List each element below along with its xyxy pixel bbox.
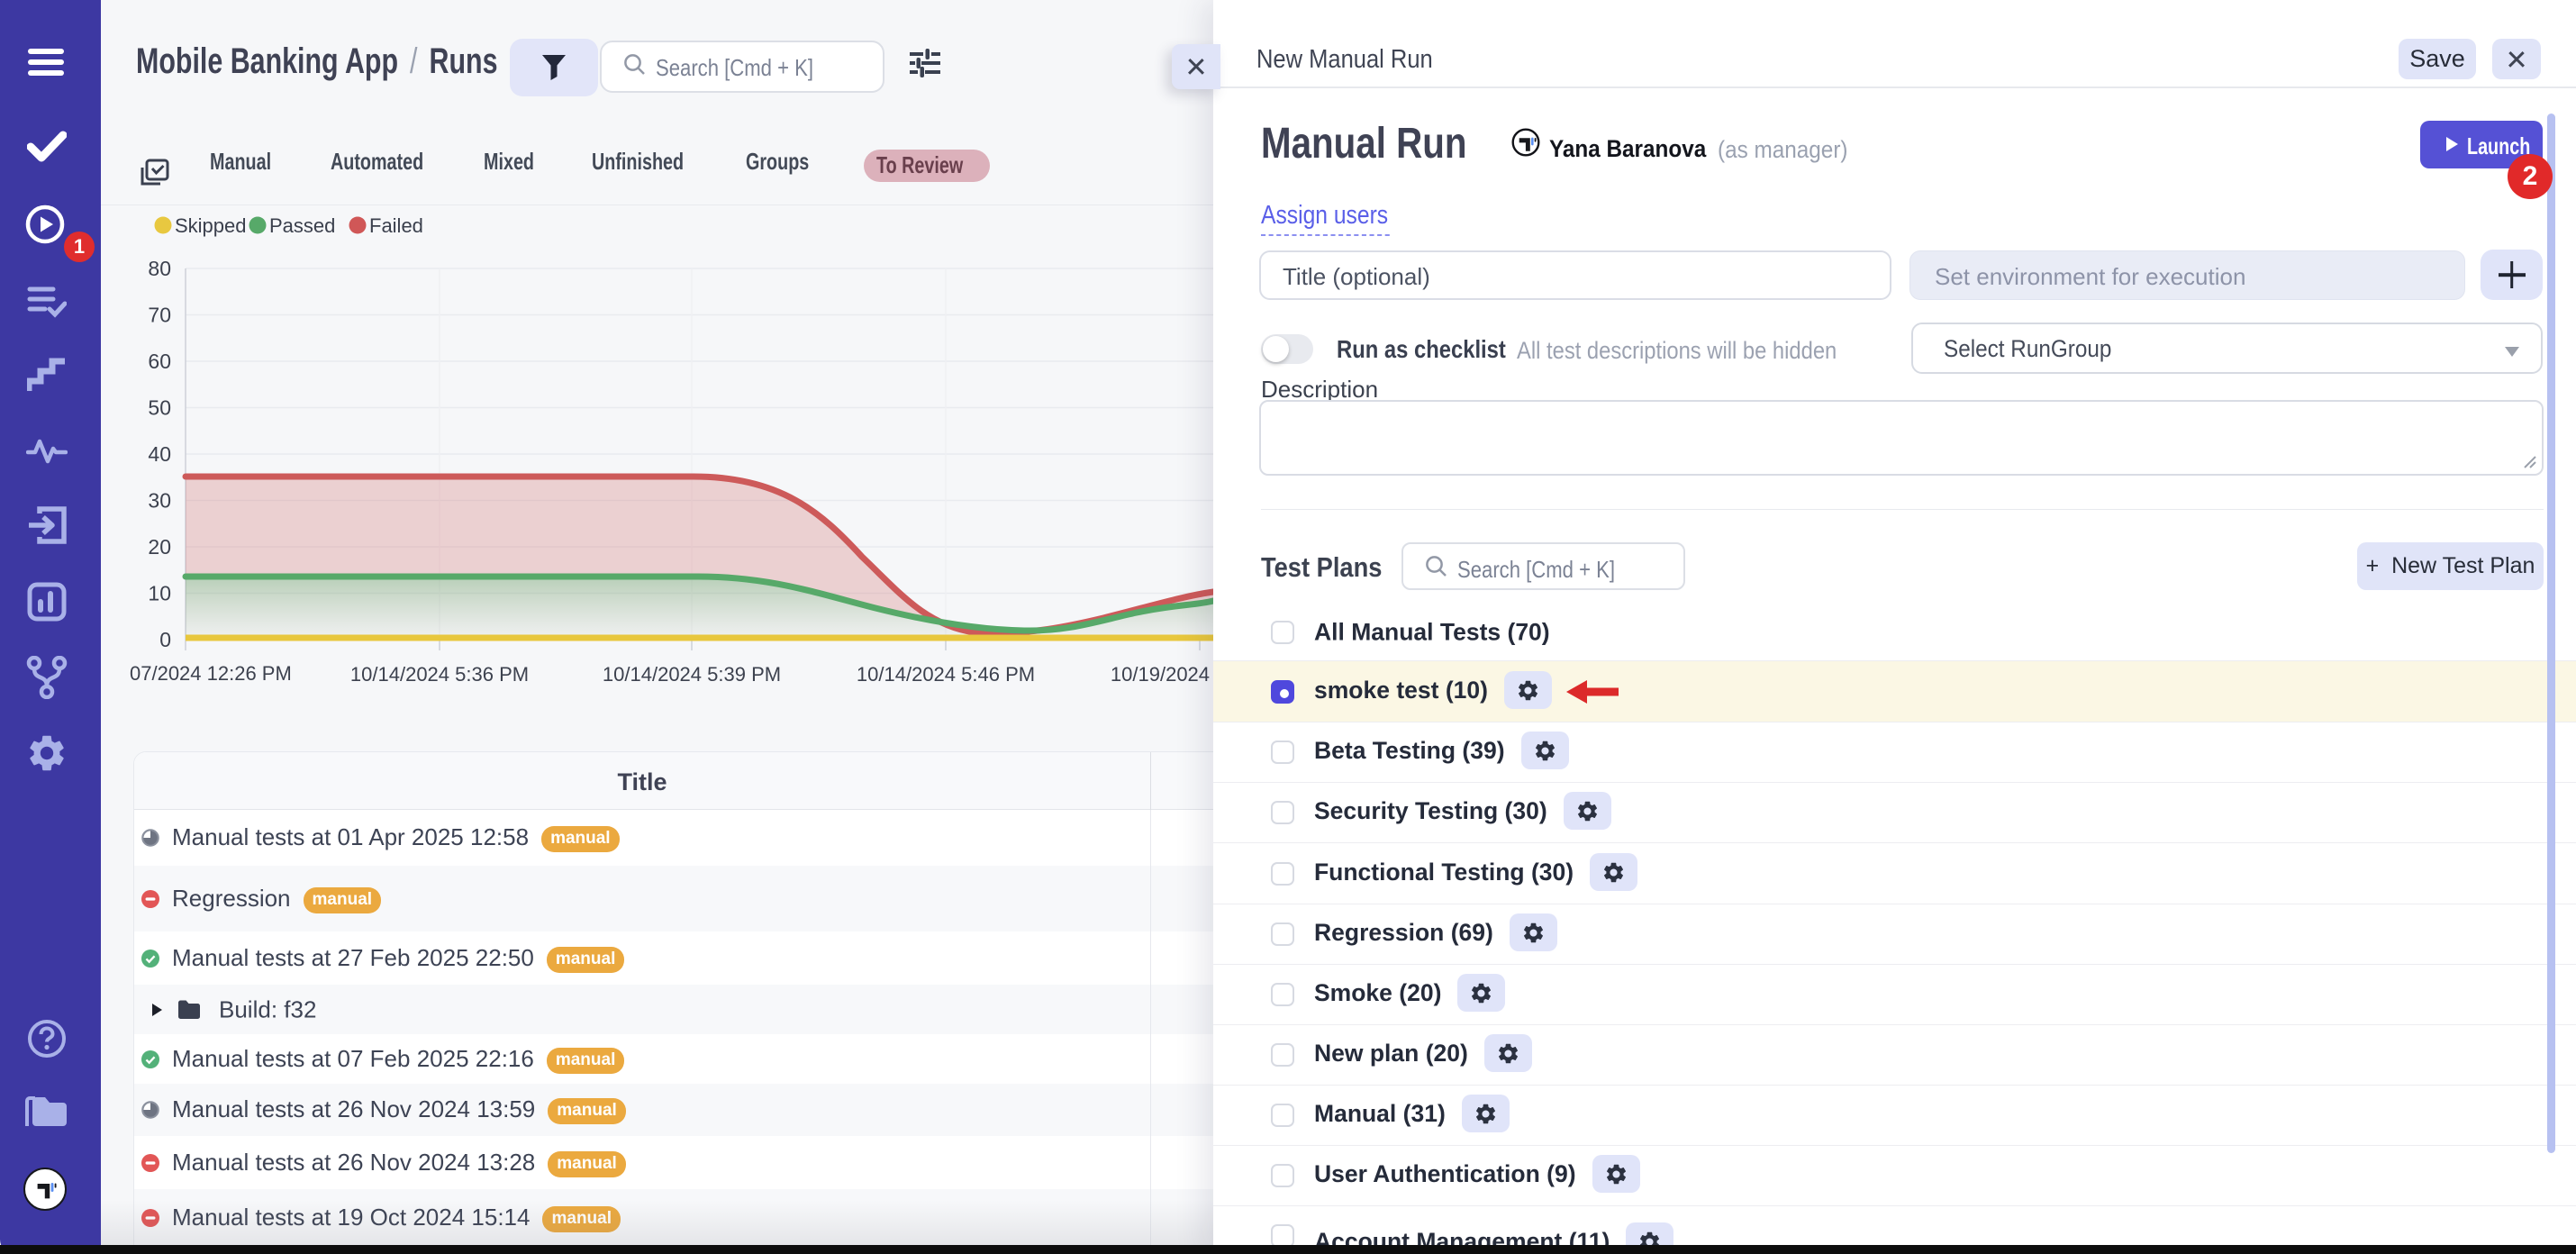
svg-text:10/14/2024 5:39 PM: 10/14/2024 5:39 PM — [603, 663, 781, 686]
svg-text:Failed: Failed — [369, 214, 423, 237]
svg-text:07/2024 12:26 PM: 07/2024 12:26 PM — [130, 662, 292, 685]
svg-text:70: 70 — [148, 304, 171, 327]
svg-text:80: 80 — [148, 257, 171, 280]
svg-text:30: 30 — [148, 489, 171, 513]
svg-text:Skipped: Skipped — [175, 214, 247, 237]
svg-text:50: 50 — [148, 396, 171, 420]
svg-text:20: 20 — [148, 535, 171, 559]
svg-text:10: 10 — [148, 582, 171, 605]
svg-text:0: 0 — [159, 628, 171, 651]
svg-text:60: 60 — [148, 350, 171, 373]
svg-text:Passed: Passed — [269, 214, 335, 237]
svg-text:10/14/2024 5:46 PM: 10/14/2024 5:46 PM — [857, 663, 1035, 686]
svg-text:10/14/2024 5:36 PM: 10/14/2024 5:36 PM — [350, 663, 529, 686]
svg-text:40: 40 — [148, 442, 171, 466]
svg-text:10/19/2024 5:50 PM: 10/19/2024 5:50 PM — [1111, 663, 1225, 686]
